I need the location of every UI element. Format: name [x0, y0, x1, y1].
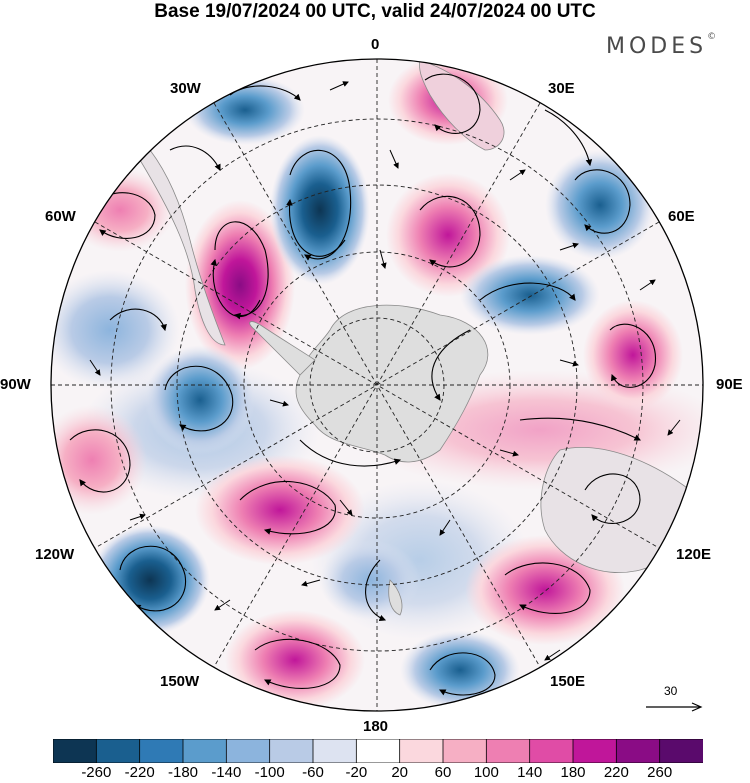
colorbar-tick-label: -180 [167, 764, 199, 781]
colorbar-tick-label: -20 [345, 764, 368, 781]
copyright-mark: © [707, 32, 717, 42]
new-zealand [388, 579, 403, 616]
vector-scale-label: 30 [664, 684, 678, 698]
colorbar-swatch [442, 739, 488, 763]
anomaly-field [51, 59, 703, 711]
brand-name: MODES [606, 34, 708, 59]
colorbar-swatch [615, 739, 661, 763]
graticule [51, 59, 703, 711]
colorbar-swatch [399, 739, 444, 763]
lon-label-90w: 90W [0, 376, 31, 393]
colorbar-tick-label: 180 [560, 764, 586, 781]
colorbar-tick-label: 20 [391, 764, 408, 781]
colorbar-tick-label: 60 [434, 764, 452, 781]
colorbar-tick-label: -100 [254, 764, 285, 781]
colorbar [53, 739, 703, 763]
lon-label-150w: 150W [160, 673, 200, 690]
colorbar-swatch [95, 739, 141, 763]
africa [419, 59, 505, 151]
lon-label-120e: 120E [676, 546, 712, 563]
lon-label-150e: 150E [550, 673, 586, 690]
colorbar-swatch [529, 739, 574, 763]
lon-label-60w: 60W [45, 208, 76, 225]
colorbar-swatch [139, 739, 184, 763]
south-america [139, 149, 226, 346]
antarctic-peninsula [249, 321, 316, 376]
colorbar-tick-label: -260 [81, 764, 112, 781]
colorbar-swatch [659, 739, 703, 763]
colorbar-swatch [572, 739, 618, 763]
colorbar-tick-label: 260 [647, 764, 673, 781]
brand-logo: MODES© [606, 32, 717, 59]
lon-label-180: 180 [363, 718, 389, 735]
colorbar-tick-label: 140 [517, 764, 543, 781]
lon-label-60e: 60E [668, 208, 695, 225]
colorbar-swatch [269, 739, 314, 763]
colorbar-tick-label: -220 [124, 764, 155, 781]
colorbar-tick-label: -60 [302, 764, 324, 781]
australia [540, 447, 693, 573]
lon-label-30w: 30W [170, 80, 201, 97]
map-title: Base 19/07/2024 00 UTC, valid 24/07/2024… [154, 1, 596, 22]
colorbar-tick-label: -140 [211, 764, 242, 781]
antarctica [295, 304, 489, 463]
lon-label-30e: 30E [548, 80, 575, 97]
map-boundary [50, 58, 704, 712]
colorbar-swatch [225, 739, 271, 763]
vector-scale-arrow [646, 702, 703, 712]
streamlines [69, 73, 656, 696]
colorbar-swatch [53, 739, 98, 763]
colorbar-swatch [312, 739, 358, 763]
colorbar-swatch [355, 739, 401, 763]
colorbar-tick-label: 100 [473, 764, 499, 781]
lon-label-0: 0 [371, 36, 380, 53]
colorbar-swatch [182, 739, 228, 763]
colorbar-swatch [485, 739, 531, 763]
colorbar-tick-label: 220 [603, 764, 629, 781]
lon-label-90e: 90E [716, 376, 743, 393]
lon-label-120w: 120W [35, 546, 75, 563]
